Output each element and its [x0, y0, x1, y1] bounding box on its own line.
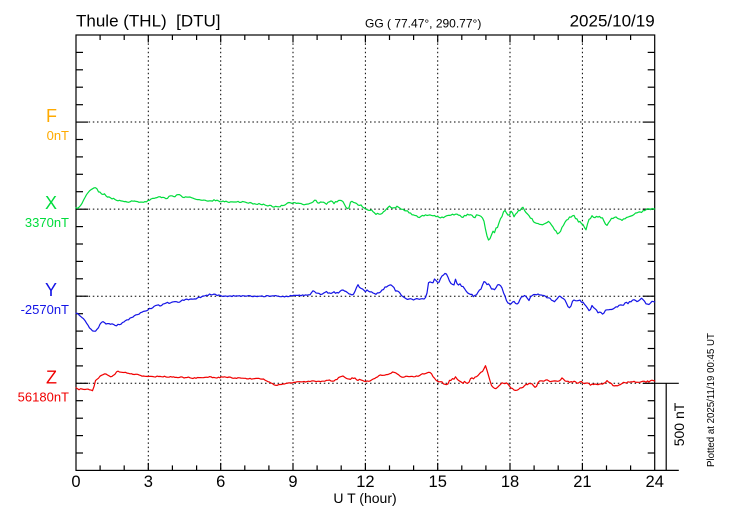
svg-text:56180nT: 56180nT	[18, 389, 69, 404]
svg-text:9: 9	[288, 473, 297, 491]
svg-text:0: 0	[71, 473, 80, 491]
svg-text:-2570nT: -2570nT	[21, 302, 69, 317]
svg-text:3370nT: 3370nT	[25, 215, 69, 230]
svg-text:X: X	[45, 193, 57, 213]
svg-text:15: 15	[429, 473, 447, 491]
svg-text:2025/10/19: 2025/10/19	[570, 12, 655, 31]
svg-text:500 nT: 500 nT	[671, 402, 687, 446]
svg-text:3: 3	[144, 473, 153, 491]
svg-text:21: 21	[573, 473, 591, 491]
svg-text:24: 24	[646, 473, 664, 491]
svg-text:Z: Z	[46, 367, 57, 387]
svg-text:6: 6	[216, 473, 225, 491]
svg-text:Thule (THL) [DTU]: Thule (THL) [DTU]	[76, 12, 221, 31]
svg-text:Y: Y	[45, 280, 57, 300]
svg-text:0nT: 0nT	[47, 128, 69, 143]
svg-text:18: 18	[501, 473, 519, 491]
svg-text:Plotted at 2025/11/19 00:45 UT: Plotted at 2025/11/19 00:45 UT	[706, 333, 717, 467]
svg-text:U T (hour): U T (hour)	[333, 490, 396, 506]
svg-text:F: F	[46, 106, 57, 126]
svg-text:12: 12	[356, 473, 374, 491]
svg-text:GG ( 77.47°, 290.77°): GG ( 77.47°, 290.77°)	[365, 17, 481, 31]
